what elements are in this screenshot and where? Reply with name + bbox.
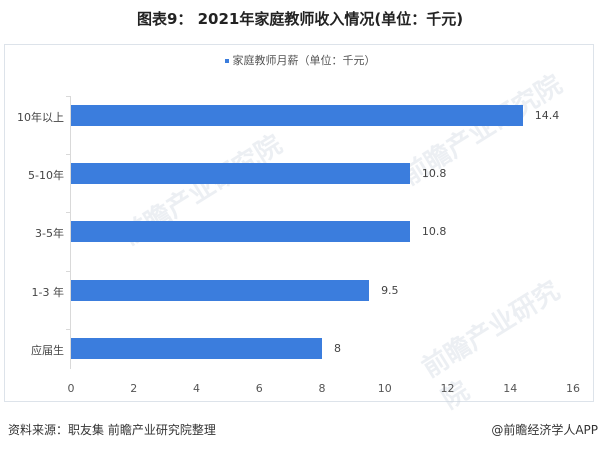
x-tick-label: 8 bbox=[318, 382, 326, 395]
x-tick-label: 10 bbox=[377, 382, 392, 395]
x-tick-label: 2 bbox=[130, 382, 138, 395]
value-label: 10.8 bbox=[421, 167, 447, 180]
y-tick bbox=[66, 96, 70, 97]
y-tick bbox=[66, 154, 70, 155]
y-tick bbox=[66, 329, 70, 330]
category-label: 1-3 年 bbox=[31, 286, 64, 299]
bar bbox=[71, 338, 322, 359]
category-label: 3-5年 bbox=[35, 227, 64, 240]
x-tick-label: 16 bbox=[566, 382, 580, 395]
y-tick bbox=[66, 271, 70, 272]
category-label: 应届生 bbox=[31, 344, 64, 357]
y-tick bbox=[66, 212, 70, 213]
y-axis-line bbox=[70, 96, 71, 369]
value-label: 9.5 bbox=[381, 284, 399, 297]
x-tick-label: 14 bbox=[503, 382, 518, 395]
x-tick-label: 0 bbox=[67, 382, 75, 395]
x-tick-label: 6 bbox=[255, 382, 263, 395]
legend: 家庭教师月薪（单位：千元） bbox=[0, 52, 600, 68]
category-label: 10年以上 bbox=[17, 111, 64, 124]
x-tick-label: 4 bbox=[193, 382, 200, 395]
value-label: 8 bbox=[334, 342, 341, 355]
bar bbox=[71, 163, 410, 184]
bar bbox=[71, 105, 523, 126]
chart-title: 图表9： 2021年家庭教师收入情况(单位：千元) bbox=[136, 10, 464, 28]
source-note: 资料来源：职友集 前瞻产业研究院整理 bbox=[8, 423, 216, 437]
bar bbox=[71, 221, 410, 242]
category-label: 5-10年 bbox=[28, 169, 64, 182]
value-label: 14.4 bbox=[534, 109, 560, 122]
legend-swatch-icon bbox=[224, 59, 229, 63]
legend-label: 家庭教师月薪（单位：千元） bbox=[232, 54, 376, 67]
bar bbox=[71, 280, 370, 301]
value-label: 10.8 bbox=[421, 225, 447, 238]
credit-note: @前瞻经济学人APP bbox=[491, 423, 598, 437]
x-tick-label: 12 bbox=[440, 382, 455, 395]
